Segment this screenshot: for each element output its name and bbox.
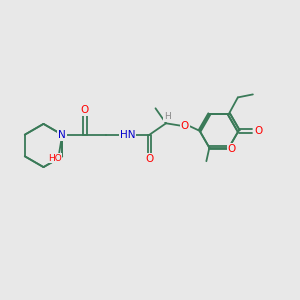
Text: O: O xyxy=(81,105,89,115)
Text: O: O xyxy=(228,144,236,154)
Text: H: H xyxy=(164,112,171,121)
Text: O: O xyxy=(146,154,154,164)
Text: HN: HN xyxy=(120,130,136,140)
Text: O: O xyxy=(181,121,189,131)
Text: N: N xyxy=(58,130,66,140)
Text: HO: HO xyxy=(48,154,62,163)
Text: O: O xyxy=(254,126,262,136)
